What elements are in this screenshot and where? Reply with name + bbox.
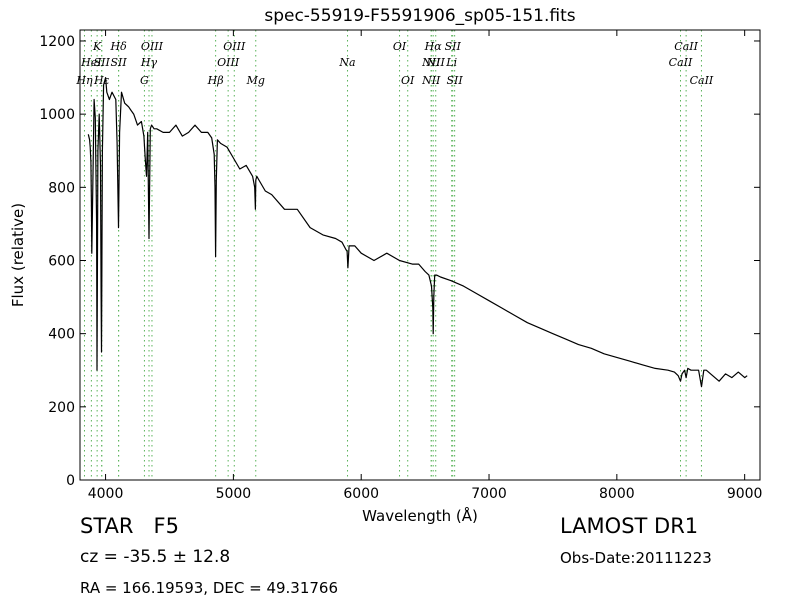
y-tick-label-1: 200 — [48, 400, 75, 416]
line-label-13: Mg — [246, 74, 265, 87]
line-label-20: NII — [426, 56, 446, 69]
line-label-3: Hε — [93, 74, 110, 87]
line-label-26: CaII — [690, 74, 714, 87]
line-label-17: NII — [421, 56, 441, 69]
x-tick-label-3: 7000 — [471, 486, 507, 502]
survey-name: LAMOST DR1 — [560, 514, 699, 538]
line-label-9: OIII — [141, 40, 164, 53]
line-label-24: CaII — [669, 56, 693, 69]
redshift-text: cz = -35.5 ± 12.8 — [80, 547, 231, 567]
x-tick-label-4: 8000 — [599, 486, 635, 502]
y-tick-label-4: 800 — [48, 180, 75, 196]
coordinates-text: RA = 166.19593, DEC = 49.31766 — [80, 579, 339, 597]
line-label-14: Na — [338, 56, 355, 69]
spectrum-line — [87, 77, 748, 388]
line-label-12: OIII — [223, 40, 246, 53]
spectrum-series — [87, 77, 748, 388]
line-label-11: OIII — [217, 56, 240, 69]
y-tick-label-0: 0 — [66, 473, 75, 489]
x-tick-label-2: 6000 — [343, 486, 379, 502]
line-label-22: SII — [445, 40, 462, 53]
line-labels: HηHeIKHεSIIHδSIIGHγOIIIHβOIIIOIIIMgNaOIO… — [75, 40, 714, 87]
line-label-2: K — [92, 40, 102, 53]
y-tick-label-3: 600 — [48, 253, 75, 269]
line-label-19: Hα — [424, 40, 443, 53]
line-label-15: OI — [393, 40, 407, 53]
x-axis-label: Wavelength (Å) — [362, 506, 478, 525]
line-label-4: SII — [94, 56, 111, 69]
line-label-16: OI — [401, 74, 415, 87]
line-label-6: SII — [110, 56, 127, 69]
chart-title: spec-55919-F5591906_sp05-151.fits — [264, 6, 576, 26]
line-markers — [83, 30, 702, 480]
x-tick-label-5: 9000 — [727, 486, 763, 502]
axes-frame — [79, 29, 761, 481]
y-tick-label-6: 1200 — [39, 34, 75, 50]
line-label-10: Hβ — [207, 74, 224, 87]
y-tick-label-5: 1000 — [39, 107, 75, 123]
object-class: STAR F5 — [80, 514, 179, 538]
x-tick-label-1: 5000 — [216, 486, 252, 502]
line-label-1: HeI — [80, 56, 102, 69]
x-axis-ticks: 4000 5000 6000 7000 8000 9000 — [88, 30, 763, 502]
x-tick-label-0: 4000 — [88, 486, 124, 502]
line-label-0: Hη — [75, 74, 93, 87]
y-axis-label: Flux (relative) — [9, 203, 27, 307]
y-tick-label-2: 400 — [48, 327, 75, 343]
object-type: STAR — [80, 514, 134, 538]
line-label-5: Hδ — [109, 40, 127, 53]
line-label-7: G — [140, 74, 149, 87]
obs-date: Obs-Date:20111223 — [560, 549, 712, 567]
line-label-21: Li — [445, 56, 457, 69]
y-axis-ticks: 0 200 400 600 800 1000 1200 — [39, 34, 760, 489]
line-label-25: CaII — [674, 40, 698, 53]
line-label-18: NII — [421, 74, 441, 87]
object-subclass: F5 — [153, 514, 179, 538]
line-label-23: SII — [447, 74, 464, 87]
line-label-8: Hγ — [140, 56, 158, 69]
